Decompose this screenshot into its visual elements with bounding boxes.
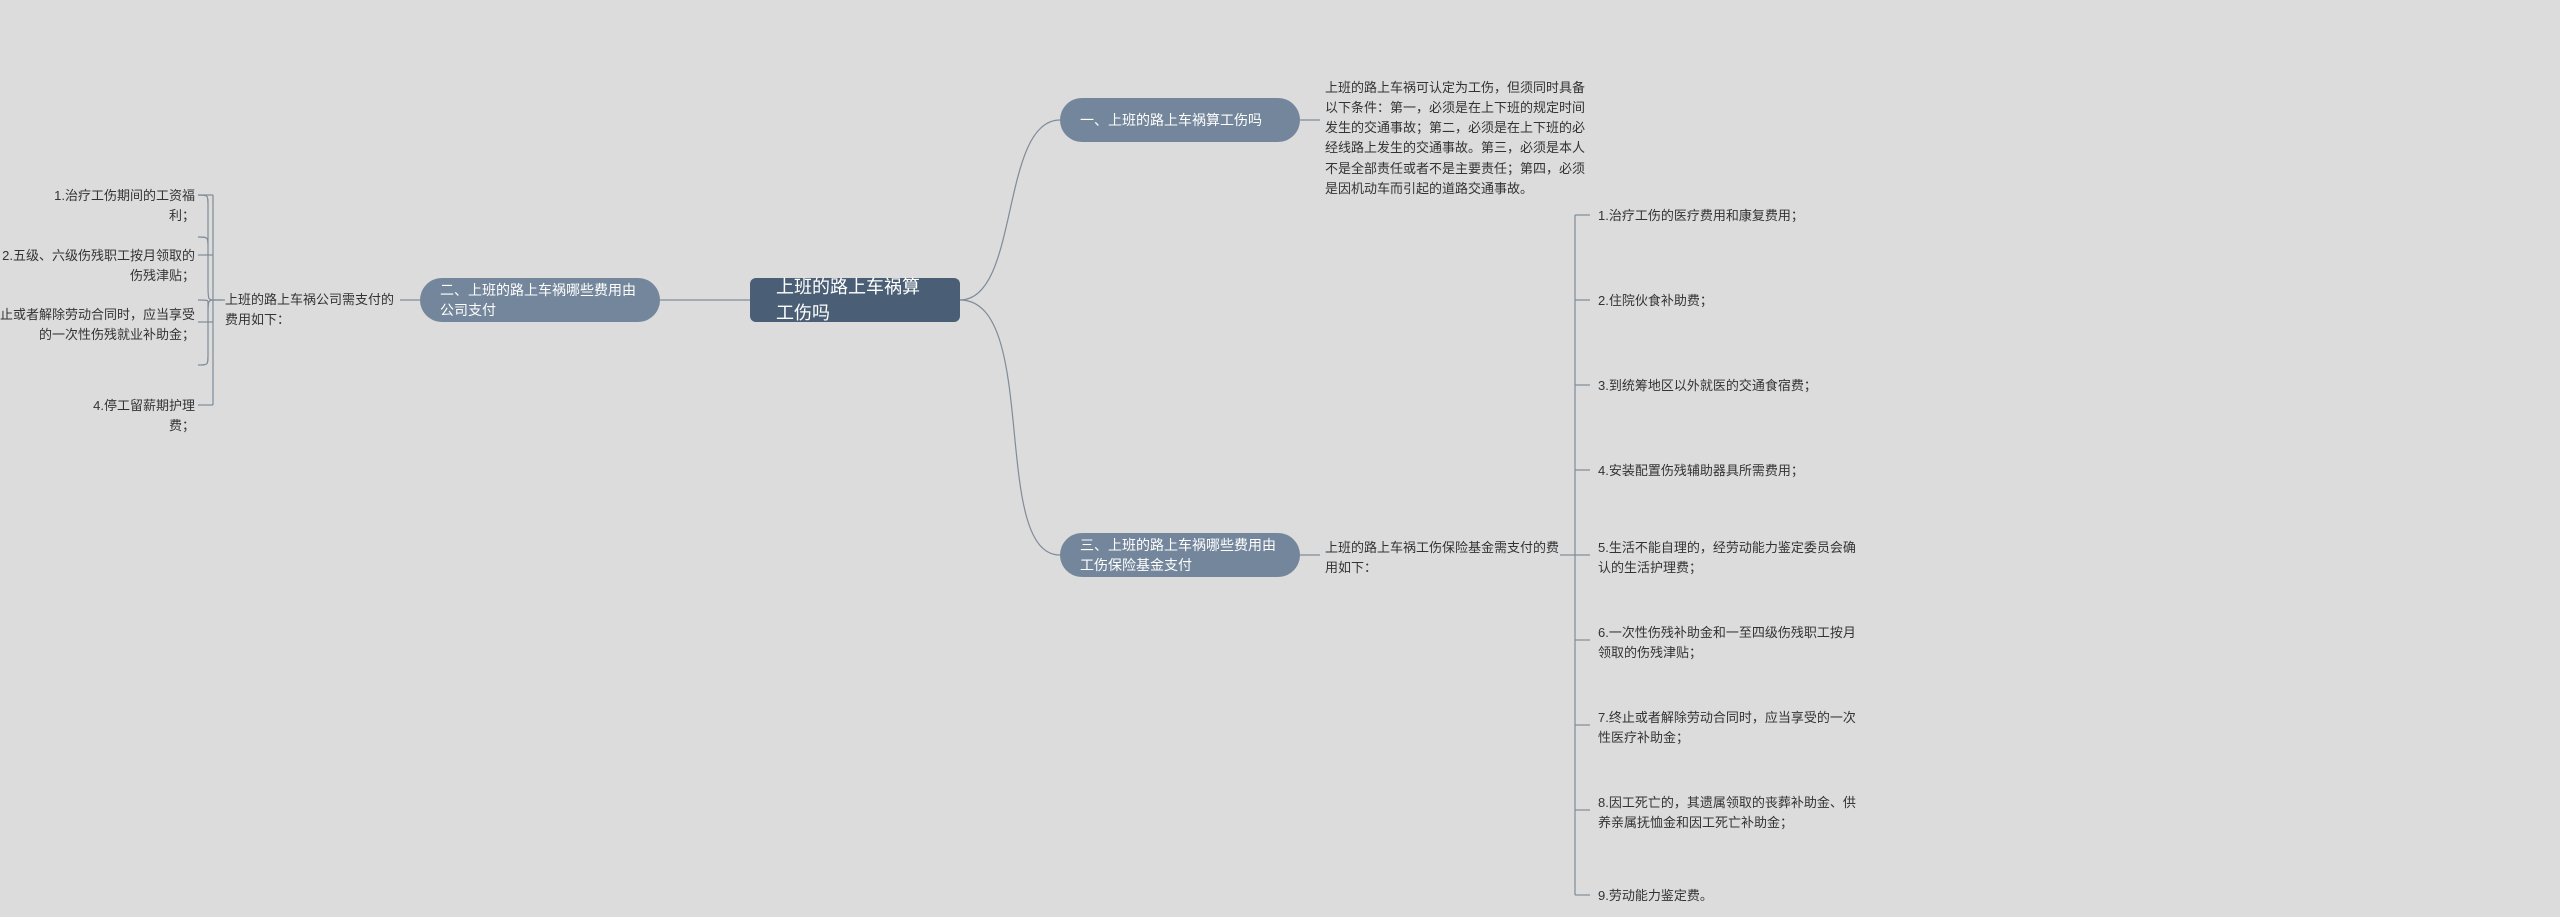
root-node[interactable]: 上班的路上车祸算工伤吗 xyxy=(750,278,960,322)
root-label: 上班的路上车祸算工伤吗 xyxy=(776,274,934,326)
branch-2[interactable]: 二、上班的路上车祸哪些费用由公司支付 xyxy=(420,278,660,322)
mindmap-canvas: 上班的路上车祸算工伤吗 一、上班的路上车祸算工伤吗 上班的路上车祸可认定为工伤，… xyxy=(0,0,2560,917)
branch-1[interactable]: 一、上班的路上车祸算工伤吗 xyxy=(1060,98,1300,142)
branch-3-leaf-7: 8.因工死亡的，其遗属领取的丧葬补助金、供养亲属抚恤金和因工死亡补助金； xyxy=(1598,793,1858,833)
branch-3-leaf-2: 3.到统筹地区以外就医的交通食宿费； xyxy=(1598,376,1848,396)
branch-2-label: 二、上班的路上车祸哪些费用由公司支付 xyxy=(440,280,640,321)
branch-3-leaf-6: 7.终止或者解除劳动合同时，应当享受的一次性医疗补助金； xyxy=(1598,708,1858,748)
branch-2-leaf-2: 3.终止或者解除劳动合同时，应当享受的一次性伤残就业补助金； xyxy=(0,305,195,345)
branch-3-leaf-0: 1.治疗工伤的医疗费用和康复费用； xyxy=(1598,206,1848,226)
branch-3-leaf-3: 4.安装配置伤残辅助器具所需费用； xyxy=(1598,461,1848,481)
branch-1-leaf-0: 上班的路上车祸可认定为工伤，但须同时具备以下条件：第一，必须是在上下班的规定时间… xyxy=(1325,78,1595,199)
branch-3-leaf-1: 2.住院伙食补助费； xyxy=(1598,291,1848,311)
branch-3-leaf-8: 9.劳动能力鉴定费。 xyxy=(1598,886,1848,906)
branch-3[interactable]: 三、上班的路上车祸哪些费用由工伤保险基金支付 xyxy=(1060,533,1300,577)
branch-1-label: 一、上班的路上车祸算工伤吗 xyxy=(1080,110,1262,130)
branch-2-leaf-3: 4.停工留薪期护理费； xyxy=(80,396,195,436)
branch-3-leaf-5: 6.一次性伤残补助金和一至四级伤残职工按月领取的伤残津贴； xyxy=(1598,623,1858,663)
branch-2-leaf-1: 2.五级、六级伤残职工按月领取的伤残津贴； xyxy=(0,246,195,286)
branch-2-intermediate: 上班的路上车祸公司需支付的费用如下： xyxy=(225,290,400,330)
branch-3-leaf-4: 5.生活不能自理的，经劳动能力鉴定委员会确认的生活护理费； xyxy=(1598,538,1858,578)
branch-2-leaf-0: 1.治疗工伤期间的工资福利； xyxy=(35,186,195,226)
branch-3-label: 三、上班的路上车祸哪些费用由工伤保险基金支付 xyxy=(1080,535,1280,576)
branch-3-intermediate: 上班的路上车祸工伤保险基金需支付的费用如下： xyxy=(1325,538,1560,578)
